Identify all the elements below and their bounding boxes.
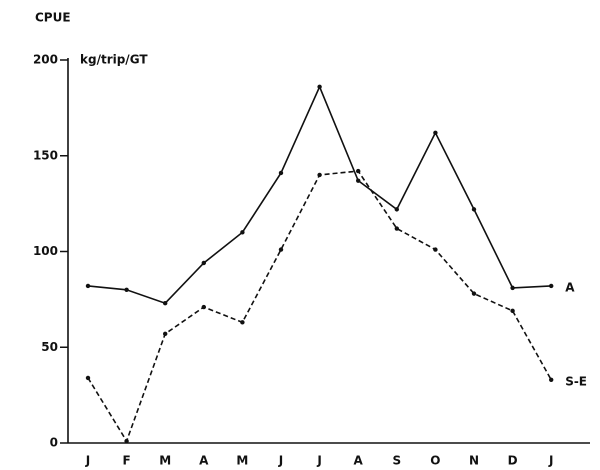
point: [85, 283, 91, 289]
y-tick-label: 100: [33, 244, 58, 258]
point: [356, 168, 361, 174]
x-tick-label: J: [316, 454, 321, 468]
x-tick-label: A: [199, 454, 209, 468]
point: [240, 320, 245, 325]
x-tick-label: M: [236, 454, 248, 468]
x-tick-label: J: [85, 454, 90, 468]
chart-title: CPUE: [35, 11, 71, 25]
x-tick-label: A: [354, 454, 364, 468]
series-label: A: [565, 280, 575, 294]
y-tick-label: 50: [41, 340, 58, 354]
y-tick-label: 0: [50, 436, 58, 450]
point: [356, 178, 361, 183]
x-tick-label: J: [548, 454, 553, 468]
point: [240, 230, 245, 235]
point: [163, 301, 168, 306]
y-tick-label: 200: [33, 53, 58, 67]
point: [510, 308, 515, 314]
point: [201, 304, 206, 310]
point: [433, 130, 438, 135]
series-label: S-E: [565, 374, 587, 388]
y-axis-label: kg/trip/GT: [80, 53, 148, 67]
point: [124, 438, 129, 444]
point: [394, 226, 399, 231]
point: [433, 247, 438, 252]
point: [549, 283, 554, 289]
series-line: [87, 84, 552, 305]
x-tick-label: N: [469, 454, 479, 468]
point: [278, 247, 284, 252]
point: [394, 207, 399, 212]
point: [471, 291, 477, 296]
x-tick-label: D: [508, 454, 518, 468]
point: [124, 287, 129, 292]
point: [471, 207, 477, 212]
point: [317, 84, 322, 90]
point: [278, 170, 284, 176]
point: [317, 172, 322, 178]
series-line: [87, 170, 552, 443]
point: [510, 285, 515, 291]
x-tick-label: F: [122, 454, 130, 468]
x-tick-label: J: [278, 454, 283, 468]
x-tick-label: M: [159, 454, 171, 468]
point: [163, 331, 168, 337]
point: [85, 375, 91, 381]
x-tick-label: S: [392, 454, 401, 468]
x-tick-label: O: [430, 454, 440, 468]
point: [201, 260, 206, 266]
point: [549, 377, 554, 383]
y-tick-label: 150: [33, 148, 58, 162]
